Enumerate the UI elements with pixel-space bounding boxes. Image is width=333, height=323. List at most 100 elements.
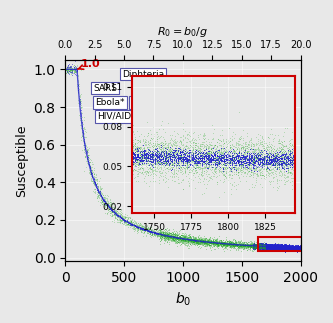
Point (266, 244, 272, 249)
Point (188, 157, 194, 162)
Point (112, 212, 117, 217)
Point (287, 245, 292, 251)
Point (179, 162, 185, 167)
Point (273, 244, 279, 249)
Point (75, 74, 80, 79)
Point (75, 63, 80, 68)
Point (157, 171, 163, 176)
Point (252, 163, 258, 168)
Point (227, 139, 232, 144)
Point (256, 242, 262, 247)
Point (267, 245, 273, 250)
Point (281, 246, 287, 252)
Point (258, 243, 264, 248)
Point (241, 243, 247, 248)
Point (266, 244, 271, 249)
Point (268, 245, 273, 250)
Point (267, 244, 272, 249)
Point (294, 246, 299, 251)
Point (202, 238, 208, 243)
Point (227, 159, 232, 164)
Point (293, 245, 298, 251)
Point (281, 245, 286, 250)
Point (168, 152, 173, 157)
Point (154, 233, 159, 238)
Point (286, 245, 291, 250)
Point (287, 245, 293, 250)
Point (224, 244, 229, 249)
Point (195, 160, 200, 165)
Point (206, 237, 211, 242)
Point (298, 246, 303, 251)
Point (274, 244, 280, 249)
Point (216, 243, 221, 248)
Point (159, 154, 164, 159)
Point (262, 244, 267, 249)
Point (166, 161, 172, 166)
Point (269, 243, 274, 248)
Point (255, 244, 260, 249)
Point (274, 247, 280, 252)
Point (276, 159, 281, 164)
Point (160, 234, 165, 239)
Point (135, 157, 140, 162)
Point (292, 244, 297, 249)
Point (242, 141, 247, 146)
Point (295, 245, 301, 250)
Point (188, 167, 193, 172)
Point (209, 239, 214, 245)
Point (158, 235, 164, 240)
Point (162, 146, 167, 151)
Point (283, 244, 289, 249)
Point (266, 244, 271, 249)
Point (281, 247, 287, 252)
Point (287, 244, 292, 249)
Point (277, 246, 283, 251)
Point (288, 245, 293, 251)
Point (275, 159, 281, 164)
Point (244, 243, 249, 248)
Point (87, 163, 92, 168)
Point (274, 245, 279, 250)
Point (229, 162, 234, 168)
Point (272, 246, 277, 251)
Point (195, 239, 201, 245)
Point (187, 142, 192, 148)
Point (246, 155, 252, 160)
Point (285, 149, 290, 154)
Point (286, 244, 291, 249)
Point (118, 214, 124, 220)
Point (232, 242, 237, 247)
Point (216, 137, 221, 142)
Point (139, 170, 145, 175)
Point (273, 244, 278, 249)
Point (294, 247, 299, 253)
Point (165, 154, 170, 160)
Point (186, 138, 191, 143)
Point (189, 149, 194, 154)
Point (192, 238, 197, 243)
Point (257, 245, 262, 250)
Point (166, 152, 172, 157)
Point (263, 244, 269, 249)
Point (168, 231, 174, 236)
Point (286, 243, 291, 248)
Point (262, 242, 267, 247)
Point (200, 158, 206, 163)
Point (190, 150, 195, 155)
Point (258, 244, 263, 249)
Point (291, 246, 296, 252)
Point (274, 245, 280, 250)
Point (256, 244, 261, 249)
Point (252, 244, 258, 249)
Point (106, 206, 112, 212)
Point (287, 246, 292, 252)
Point (232, 242, 237, 247)
Point (259, 245, 265, 250)
Point (177, 239, 183, 245)
Point (174, 235, 180, 240)
Point (171, 141, 177, 146)
Point (142, 227, 147, 232)
Point (258, 245, 263, 250)
Point (281, 244, 286, 249)
